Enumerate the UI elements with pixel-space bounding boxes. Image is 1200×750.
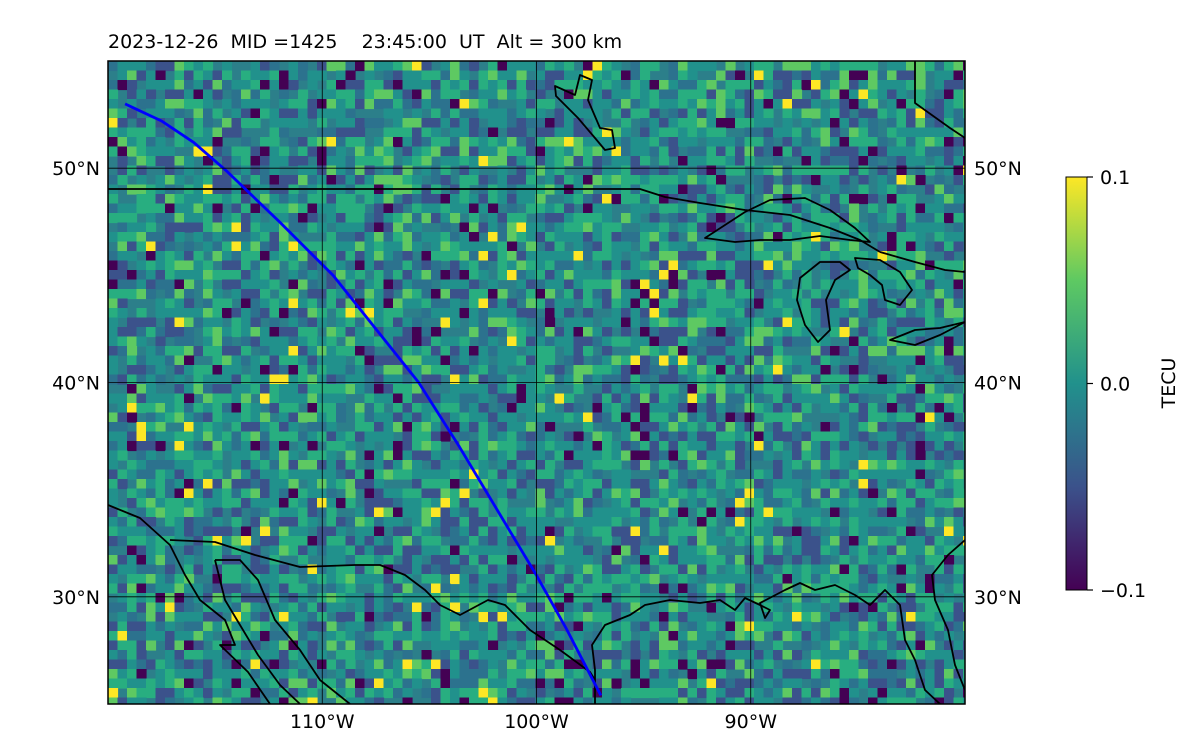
coastlines <box>108 61 965 704</box>
colorbar-tick-label: 0.0 <box>1100 374 1130 396</box>
plot-title: 2023-12-26 MID =1425 23:45:00 UT Alt = 3… <box>108 31 622 53</box>
tec-pixel-field <box>108 61 965 704</box>
gulf-of-california-coast <box>215 559 351 704</box>
colorbar: 0.1 0.0 −0.1 TECU <box>1065 167 1180 602</box>
baja-california-coast <box>108 504 271 704</box>
colorbar-tick-label: −0.1 <box>1100 580 1146 602</box>
latitude-label: 30°N <box>52 587 100 609</box>
us-canada-border <box>108 188 881 253</box>
longitude-labels: 110°W 100°W 90°W <box>290 711 777 733</box>
latitude-label: 40°N <box>974 373 1022 395</box>
latitude-labels-left: 30°N 40°N 50°N <box>52 158 100 609</box>
latitude-label: 50°N <box>52 158 100 180</box>
lake-huron <box>854 257 913 306</box>
longitude-label: 100°W <box>504 711 569 733</box>
map-frame <box>107 60 966 705</box>
colorbar-tick-label: 0.1 <box>1100 167 1130 189</box>
colorbar-label: TECU <box>1158 358 1180 410</box>
colorbar-gradient <box>1065 176 1088 591</box>
gulf-of-california-west <box>214 559 301 704</box>
gridlines <box>108 61 965 704</box>
longitude-label: 110°W <box>290 711 355 733</box>
lake-michigan <box>796 261 851 343</box>
latitude-label: 50°N <box>974 158 1022 180</box>
mexico-border <box>169 539 596 681</box>
map-area <box>108 61 965 704</box>
latitude-label: 40°N <box>52 373 100 395</box>
gulf-coast <box>591 582 941 704</box>
lake-superior <box>704 197 871 243</box>
lake-erie-ontario <box>889 321 965 346</box>
florida-atlantic-coast <box>931 539 965 691</box>
longitude-label: 90°W <box>725 711 778 733</box>
latitude-labels-right: 30°N 40°N 50°N <box>974 158 1022 609</box>
georgian-bay-coast <box>879 251 965 273</box>
latitude-label: 30°N <box>974 587 1022 609</box>
hudson-bay-coast <box>914 61 965 139</box>
lake-winnipeg <box>554 74 616 151</box>
colorbar-ticks: 0.1 0.0 −0.1 <box>1087 167 1146 602</box>
